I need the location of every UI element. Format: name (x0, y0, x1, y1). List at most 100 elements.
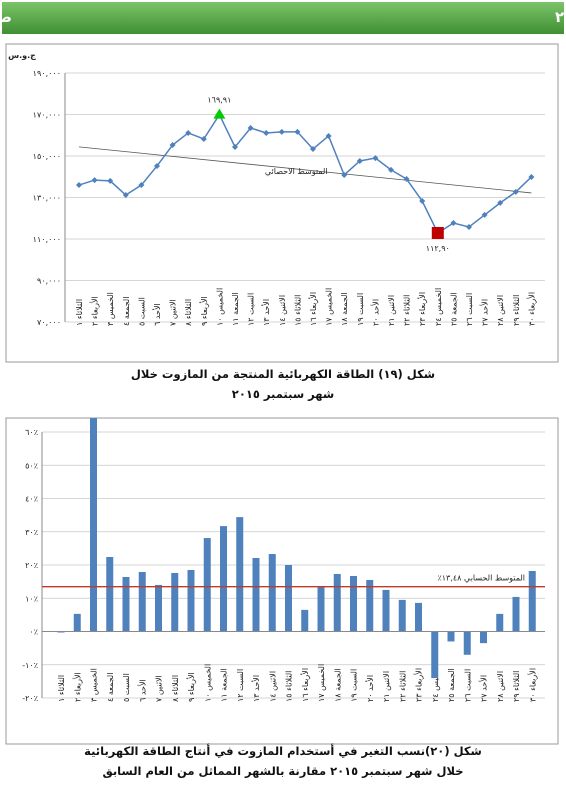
x-tick-label: الثلاثاء ٨ (184, 299, 193, 326)
point (497, 199, 504, 206)
point (325, 132, 332, 139)
chart-frame (5, 417, 559, 745)
bar (155, 584, 162, 632)
point (341, 171, 348, 178)
x-tick-label: السبت ٢٦ (463, 669, 472, 702)
bar (106, 557, 114, 632)
max-label: ١٦٩,٩١ (207, 96, 231, 105)
x-tick-label: الأربعاء ٢ (90, 296, 100, 326)
y-tick-label: ٠٪ (29, 628, 38, 637)
trendline-label: المتوسط الاحصائي (265, 167, 328, 176)
y-tick-label: ١٩٠,٠٠٠ (33, 69, 61, 78)
x-tick-label: الخميس ١٠ (203, 664, 212, 702)
bar (512, 596, 520, 632)
bar (398, 599, 406, 632)
chart-title: شكل (١٩) الطاقة الكهربائية المنتجة من ال… (131, 367, 435, 382)
x-tick-label: السبت ١٩ (356, 293, 365, 326)
y-tick-label: ١٧٠,٠٠٠ (33, 111, 61, 120)
bar (171, 572, 179, 632)
y-tick-label: ٢٠٪ (25, 561, 38, 570)
point (388, 166, 394, 173)
y-tick-label: ٤٠٪ (25, 495, 38, 504)
point (76, 182, 82, 189)
x-tick-label: الأحد ١٣ (261, 299, 271, 326)
y-tick-label: -١٠٪ (22, 661, 38, 670)
x-tick-label: الأحد ١٣ (251, 675, 261, 702)
y-axis-label: ج.و.س (8, 51, 36, 61)
bar (480, 631, 487, 644)
x-tick-label: الثلاثاء ٢٢ (398, 671, 407, 702)
bar (220, 526, 227, 632)
min-marker (431, 226, 444, 239)
bar (73, 613, 81, 632)
x-tick-label: الثلاثاء ٢٢ (403, 295, 412, 326)
point (200, 135, 207, 142)
point (232, 143, 238, 150)
average-label: المتوسط الحسابي ١٣,٤٨٪ (437, 574, 525, 583)
x-tick-label: الثلاثاء ١٥ (293, 295, 302, 326)
point (185, 129, 192, 136)
x-tick-label: الخميس ١٧ (317, 664, 326, 702)
x-tick-label: السبت ٥ (122, 673, 131, 702)
y-tick-label: ٧٠,٠٠٠ (37, 318, 61, 327)
x-tick-label: الخميس ٣ (106, 292, 115, 326)
chart-title: خلال شهر سبتمبر ٢٠١٥ مقارنة بالشهر المما… (103, 764, 464, 778)
bar (496, 613, 504, 632)
point (481, 211, 488, 218)
point (154, 162, 160, 169)
point (294, 128, 301, 135)
x-tick-label: الجمعة ٢٥ (449, 292, 458, 326)
x-tick-label: الجمعة ١١ (231, 292, 240, 326)
x-tick-label: الأحد ٢٧ (479, 675, 489, 702)
point (310, 145, 316, 152)
trendline (78, 146, 532, 194)
x-tick-label: الاثنين ٢٨ (496, 671, 505, 702)
x-tick-label: الاثنين ١٤ (278, 295, 287, 326)
bar (252, 558, 260, 632)
x-tick-label: الاثنين ٧ (169, 299, 178, 326)
x-tick-label: الأربعاء ١٦ (308, 292, 318, 326)
point (466, 223, 472, 230)
x-tick-label: الأربعاء ٣٠ (527, 668, 537, 702)
x-tick-label: الخميس ٢٤ (434, 288, 443, 326)
x-tick-label: الاثنين ٢٨ (496, 295, 505, 326)
bar (333, 573, 341, 632)
x-tick-label: السبت ١٩ (350, 669, 359, 702)
point (372, 155, 379, 162)
y-tick-label: -٢٠٪ (22, 694, 38, 703)
x-tick-label: السبت ٥ (137, 297, 146, 326)
x-tick-label: الخميس ٣ (90, 668, 99, 702)
x-tick-label: الاثنين ٢١ (387, 295, 396, 326)
chart-title: شكل (٢٠)نسب التغير في أستخدام المازوت في… (84, 743, 482, 759)
y-tick-label: ٣٠٪ (25, 528, 38, 537)
x-tick-label: الجمعة ١٨ (340, 292, 349, 326)
y-tick-label: ١٣٠,٠٠٠ (33, 194, 61, 203)
point (450, 220, 457, 227)
point (403, 176, 410, 183)
point (278, 128, 285, 135)
bar (285, 565, 292, 632)
point (263, 129, 270, 136)
x-tick-label: الجمعة ١١ (220, 668, 229, 702)
header-bar (2, 2, 564, 34)
point (169, 142, 176, 149)
bar (463, 631, 471, 655)
bar (431, 631, 439, 679)
x-tick-label: الأربعاء ٢٣ (414, 668, 424, 702)
point (419, 198, 426, 205)
x-tick-label: الأربعاء ١٦ (300, 668, 310, 702)
x-tick-label: الثلاثاء ٨ (171, 675, 180, 702)
x-tick-label: الأحد ٢٧ (480, 299, 490, 326)
point (122, 192, 129, 199)
x-tick-label: الجمعة ٢٥ (447, 668, 456, 702)
x-tick-label: الجمعة ٤ (122, 297, 131, 326)
point (247, 124, 254, 131)
x-tick-label: الأربعاء ٩ (186, 672, 196, 702)
x-tick-label: الأحد ٢٠ (370, 299, 380, 326)
x-tick-label: الثلاثاء ١ (75, 299, 84, 326)
x-tick-label: الأربعاء ٩ (199, 296, 209, 326)
bar (366, 579, 374, 632)
y-tick-label: ١٠٪ (25, 594, 38, 603)
x-tick-label: الجمعة ٤ (106, 673, 115, 702)
